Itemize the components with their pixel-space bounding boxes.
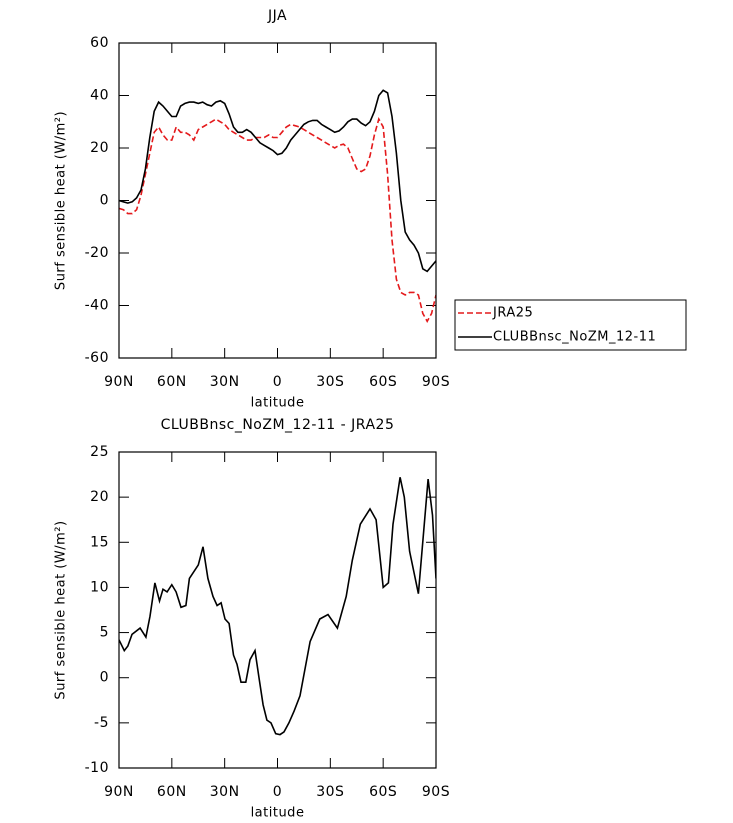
- x-tick-label: 30N: [210, 374, 240, 390]
- y-tick-label: 15: [90, 534, 109, 550]
- y-tick-label: 25: [90, 444, 109, 460]
- x-tick-label: 60N: [157, 374, 187, 390]
- y-tick-label: -5: [94, 715, 109, 731]
- chart-title: CLUBBnsc_NoZM_12-11 - JRA25: [161, 417, 395, 433]
- x-tick-label: 90N: [104, 374, 134, 390]
- y-tick-label: -20: [85, 245, 109, 261]
- data-line: [119, 89, 436, 273]
- y-tick-label: -10: [85, 760, 109, 776]
- y-tick-label: -40: [85, 298, 109, 314]
- data-line: [119, 477, 436, 736]
- y-tick-label: 40: [90, 88, 109, 104]
- data-line: [119, 117, 436, 323]
- y-axis-label: Surf sensible heat (W/m²): [54, 520, 69, 699]
- y-tick-label: 20: [90, 489, 109, 505]
- y-tick-label: 10: [90, 579, 109, 595]
- x-axis-label: latitude: [251, 396, 305, 411]
- plot-frame: [118, 451, 437, 769]
- x-axis-label: latitude: [251, 806, 305, 821]
- legend-box: [454, 299, 687, 351]
- y-tick-label: 20: [90, 140, 109, 156]
- x-tick-label: 60S: [369, 374, 397, 390]
- x-tick-label: 30S: [316, 784, 344, 800]
- legend-label: CLUBBnsc_NoZM_12-11: [493, 330, 656, 345]
- x-tick-label: 0: [273, 374, 282, 390]
- x-tick-label: 0: [273, 784, 282, 800]
- y-tick-label: 60: [90, 35, 109, 51]
- y-tick-label: -60: [85, 350, 109, 366]
- y-tick-label: 5: [100, 625, 109, 641]
- x-tick-label: 30N: [210, 784, 240, 800]
- x-tick-label: 90S: [422, 374, 450, 390]
- y-tick-label: 0: [100, 670, 109, 686]
- x-tick-label: 60S: [369, 784, 397, 800]
- plot-frame: [118, 42, 437, 359]
- y-tick-label: 0: [100, 193, 109, 209]
- x-tick-label: 90S: [422, 784, 450, 800]
- x-tick-label: 90N: [104, 784, 134, 800]
- chart-title: JJA: [267, 8, 287, 24]
- x-tick-label: 30S: [316, 374, 344, 390]
- x-tick-label: 60N: [157, 784, 187, 800]
- legend-label: JRA25: [492, 306, 533, 321]
- y-axis-label: Surf sensible heat (W/m²): [54, 111, 69, 290]
